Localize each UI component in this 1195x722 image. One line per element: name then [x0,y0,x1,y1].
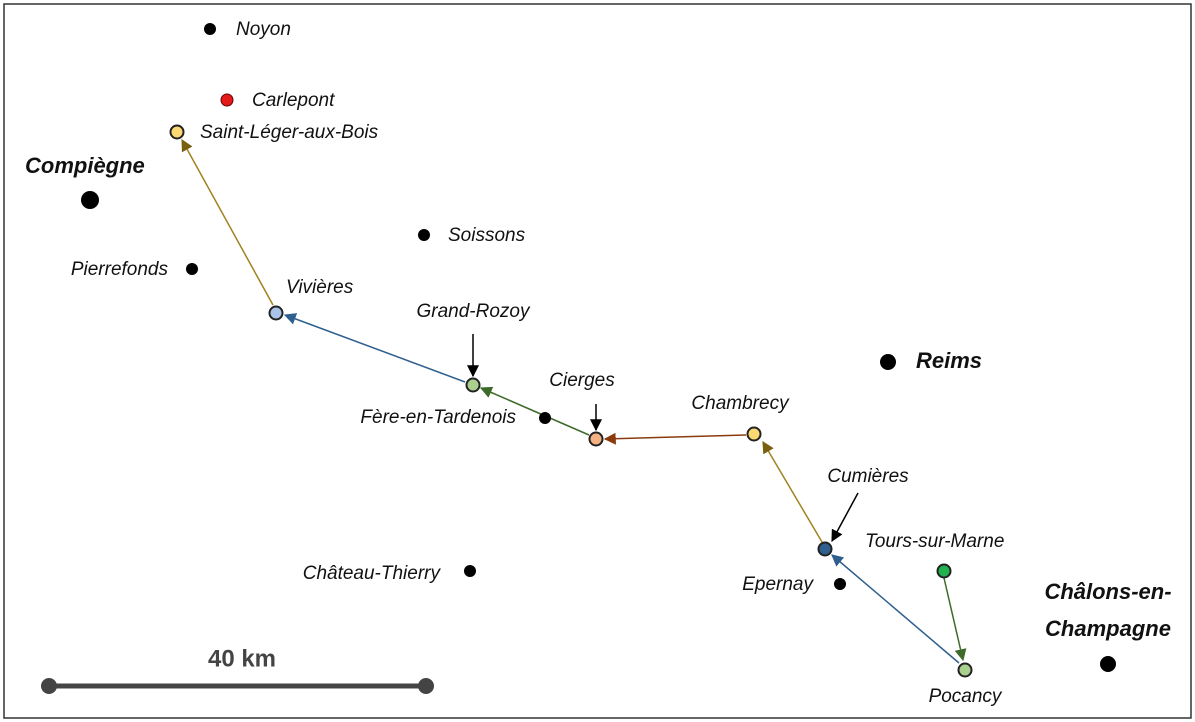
town-dot [204,23,216,35]
stop-dot [936,563,952,579]
route [603,432,747,445]
town-label: Cumières [827,466,909,487]
town-label: Saint-Léger-aux-Bois [200,122,379,143]
city-dot [1100,656,1116,672]
town-label: Cierges [549,370,615,391]
stop-dot [817,541,833,557]
scale-end [418,678,434,694]
route [762,440,823,543]
stop-dot [465,377,481,393]
scale-label: 40 km [208,645,276,672]
stop-dot [268,305,284,321]
town-dot [186,263,198,275]
route [181,138,274,306]
town-label: Chambrecy [691,393,790,414]
route [283,313,466,383]
town-label: Pierrefonds [71,259,169,280]
town-label: Carlepont [252,90,335,111]
scale-end [41,678,57,694]
city-label: Champagne [1045,616,1171,641]
scale-bar: 40 km [41,645,434,694]
town-label: Noyon [236,19,291,40]
town-dot [220,93,234,107]
route [479,386,590,436]
stop-dot [169,124,185,140]
stop-dot [746,426,762,442]
stop-dot [957,662,973,678]
stop-dot [588,431,604,447]
town-label: Soissons [448,225,526,246]
town-label: Tours-sur-Marne [865,531,1004,552]
town-label: Fère-en-Tardenois [360,407,516,428]
town-label: Grand-Rozoy [417,301,531,322]
town-dot [464,565,476,577]
city-label: Reims [916,348,982,373]
frame [3,3,1192,719]
routes [181,138,967,664]
city-label: Châlons-en- [1044,579,1171,604]
town-dot [418,229,430,241]
city-dot [81,191,99,209]
pointer [831,492,859,543]
route [831,554,960,664]
town-dot [834,578,846,590]
town-label: Pocancy [929,686,1003,707]
town-label: Epernay [742,574,814,595]
city-dot [880,354,896,370]
route [943,577,967,662]
town-label: Vivières [286,277,354,298]
city-label: Compiègne [25,153,145,178]
town-label: Château-Thierry [303,563,442,584]
town-dot [539,412,551,424]
places: Noyon Carlepont Saint-Léger-aux-Bois Com… [25,19,1172,707]
